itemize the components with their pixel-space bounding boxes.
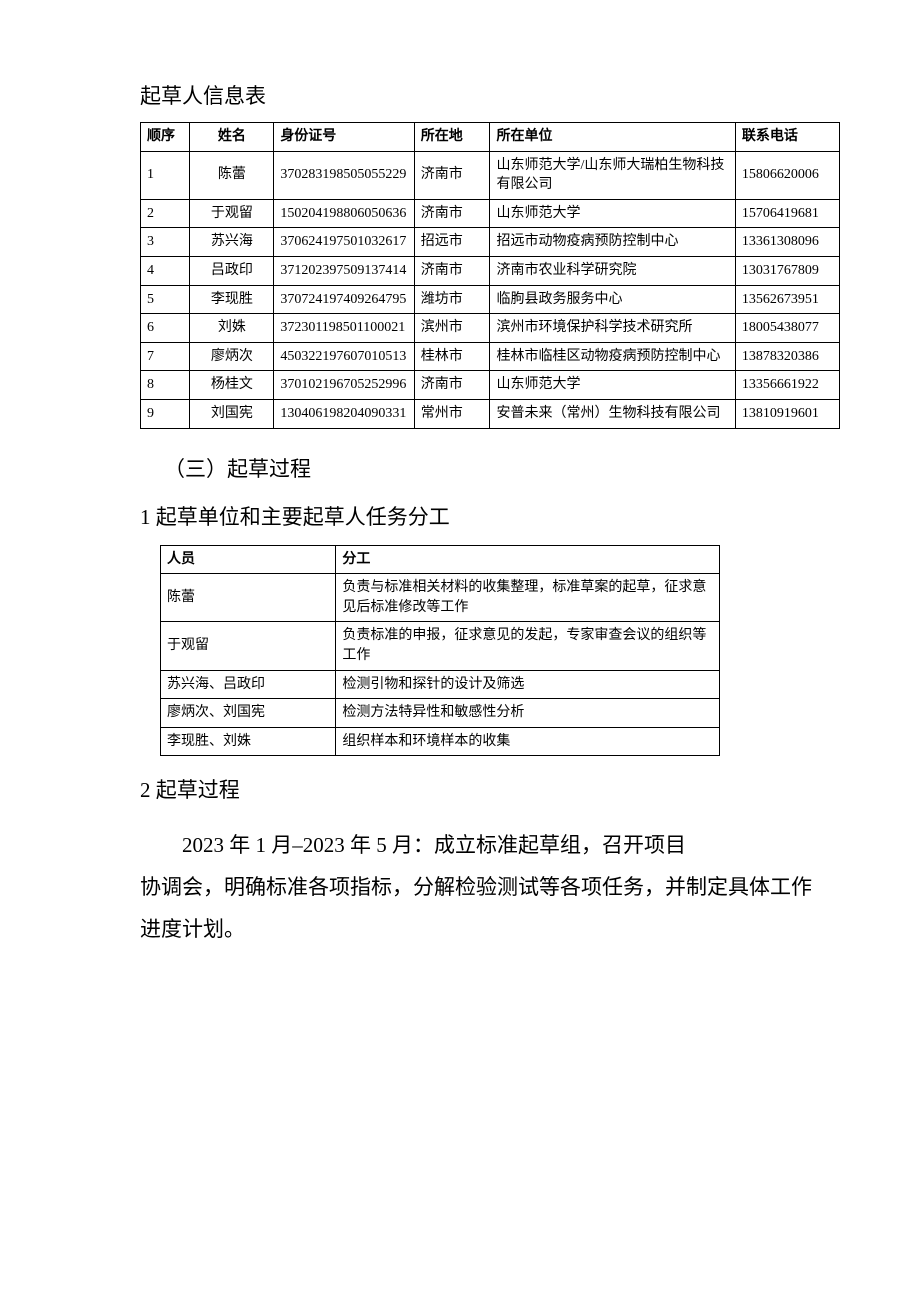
table-cell: 安普未来（常州）生物科技有限公司 <box>490 399 735 428</box>
process-para-line2: 协调会，明确标准各项指标，分解检验测试等各项任务，并制定具体工作进度计划。 <box>140 866 820 950</box>
table-cell: 3 <box>141 228 190 257</box>
table-cell: 13810919601 <box>735 399 839 428</box>
table-cell: 检测方法特异性和敏感性分析 <box>336 699 720 728</box>
table-cell: 13361308096 <box>735 228 839 257</box>
table-row: 3苏兴海370624197501032617招远市招远市动物疫病预防控制中心13… <box>141 228 840 257</box>
table-row: 李现胜、刘姝组织样本和环境样本的收集 <box>161 727 720 756</box>
col-header-loc: 所在地 <box>414 123 490 152</box>
table-cell: 刘国宪 <box>190 399 274 428</box>
col-header-org: 所在单位 <box>490 123 735 152</box>
table-row: 8杨桂文370102196705252996济南市山东师范大学133566619… <box>141 371 840 400</box>
table-cell: 刘姝 <box>190 314 274 343</box>
table-cell: 9 <box>141 399 190 428</box>
subheading-task-division: 1 起草单位和主要起草人任务分工 <box>140 501 840 531</box>
table-cell: 李现胜、刘姝 <box>161 727 336 756</box>
table-cell: 桂林市 <box>414 342 490 371</box>
table-cell: 济南市农业科学研究院 <box>490 256 735 285</box>
col-header-id: 身份证号 <box>274 123 414 152</box>
table-cell: 372301198501100021 <box>274 314 414 343</box>
table-cell: 桂林市临桂区动物疫病预防控制中心 <box>490 342 735 371</box>
subheading-drafting-process: 2 起草过程 <box>140 774 840 804</box>
table-row: 于观留负责标准的申报，征求意见的发起，专家审查会议的组织等工作 <box>161 622 720 670</box>
table-cell: 负责与标准相关材料的收集整理，标准草案的起草，征求意见后标准修改等工作 <box>336 574 720 622</box>
col-header-name: 姓名 <box>190 123 274 152</box>
table-row: 7廖炳次450322197607010513桂林市桂林市临桂区动物疫病预防控制中… <box>141 342 840 371</box>
table-cell: 5 <box>141 285 190 314</box>
table-cell: 13356661922 <box>735 371 839 400</box>
table-cell: 滨州市 <box>414 314 490 343</box>
table-cell: 滨州市环境保护科学技术研究所 <box>490 314 735 343</box>
table-header-row: 人员 分工 <box>161 545 720 574</box>
table-cell: 负责标准的申报，征求意见的发起，专家审查会议的组织等工作 <box>336 622 720 670</box>
table-cell: 山东师范大学 <box>490 371 735 400</box>
drafter-info-table: 顺序 姓名 身份证号 所在地 所在单位 联系电话 1陈蕾370283198505… <box>140 122 840 429</box>
table-cell: 李现胜 <box>190 285 274 314</box>
col-header-seq: 顺序 <box>141 123 190 152</box>
table-cell: 6 <box>141 314 190 343</box>
table-cell: 4 <box>141 256 190 285</box>
table-cell: 450322197607010513 <box>274 342 414 371</box>
table-cell: 招远市动物疫病预防控制中心 <box>490 228 735 257</box>
table-row: 苏兴海、吕政印检测引物和探针的设计及筛选 <box>161 670 720 699</box>
table-row: 2于观留150204198806050636济南市山东师范大学157064196… <box>141 199 840 228</box>
table-cell: 371202397509137414 <box>274 256 414 285</box>
table-cell: 15806620006 <box>735 151 839 199</box>
table-cell: 廖炳次 <box>190 342 274 371</box>
col-header-person: 人员 <box>161 545 336 574</box>
table-cell: 济南市 <box>414 371 490 400</box>
col-header-duty: 分工 <box>336 545 720 574</box>
table-cell: 370102196705252996 <box>274 371 414 400</box>
table-cell: 杨桂文 <box>190 371 274 400</box>
table-cell: 苏兴海 <box>190 228 274 257</box>
table-cell: 130406198204090331 <box>274 399 414 428</box>
table-row: 4吕政印371202397509137414济南市济南市农业科学研究院13031… <box>141 256 840 285</box>
process-para-line1: 2023 年 1 月–2023 年 5 月：成立标准起草组，召开项目 <box>140 824 820 866</box>
table-cell: 济南市 <box>414 151 490 199</box>
table-row: 9刘国宪130406198204090331常州市安普未来（常州）生物科技有限公… <box>141 399 840 428</box>
table-cell: 7 <box>141 342 190 371</box>
table-cell: 山东师范大学/山东师大瑞柏生物科技有限公司 <box>490 151 735 199</box>
table-cell: 2 <box>141 199 190 228</box>
table-cell: 150204198806050636 <box>274 199 414 228</box>
table-cell: 13031767809 <box>735 256 839 285</box>
table-cell: 检测引物和探针的设计及筛选 <box>336 670 720 699</box>
table-cell: 组织样本和环境样本的收集 <box>336 727 720 756</box>
col-header-phone: 联系电话 <box>735 123 839 152</box>
table-cell: 370724197409264795 <box>274 285 414 314</box>
task-table-body: 陈蕾负责与标准相关材料的收集整理，标准草案的起草，征求意见后标准修改等工作于观留… <box>161 574 720 756</box>
table-cell: 陈蕾 <box>190 151 274 199</box>
table-cell: 陈蕾 <box>161 574 336 622</box>
table-header-row: 顺序 姓名 身份证号 所在地 所在单位 联系电话 <box>141 123 840 152</box>
table-cell: 370283198505055229 <box>274 151 414 199</box>
table-cell: 1 <box>141 151 190 199</box>
table-cell: 临朐县政务服务中心 <box>490 285 735 314</box>
table-cell: 8 <box>141 371 190 400</box>
table-cell: 13878320386 <box>735 342 839 371</box>
table-cell: 370624197501032617 <box>274 228 414 257</box>
section-heading-process: （三）起草过程 <box>164 453 840 483</box>
table-row: 陈蕾负责与标准相关材料的收集整理，标准草案的起草，征求意见后标准修改等工作 <box>161 574 720 622</box>
table-cell: 廖炳次、刘国宪 <box>161 699 336 728</box>
table-cell: 15706419681 <box>735 199 839 228</box>
info-table-body: 1陈蕾370283198505055229济南市山东师范大学/山东师大瑞柏生物科… <box>141 151 840 428</box>
table-row: 廖炳次、刘国宪检测方法特异性和敏感性分析 <box>161 699 720 728</box>
table-cell: 常州市 <box>414 399 490 428</box>
table-row: 5李现胜370724197409264795潍坊市临朐县政务服务中心135626… <box>141 285 840 314</box>
table-cell: 济南市 <box>414 256 490 285</box>
task-division-table: 人员 分工 陈蕾负责与标准相关材料的收集整理，标准草案的起草，征求意见后标准修改… <box>160 545 720 757</box>
table-cell: 山东师范大学 <box>490 199 735 228</box>
table-cell: 济南市 <box>414 199 490 228</box>
table-cell: 招远市 <box>414 228 490 257</box>
drafter-info-title: 起草人信息表 <box>140 80 840 110</box>
table-cell: 于观留 <box>161 622 336 670</box>
table-cell: 18005438077 <box>735 314 839 343</box>
table-cell: 于观留 <box>190 199 274 228</box>
table-cell: 苏兴海、吕政印 <box>161 670 336 699</box>
table-cell: 吕政印 <box>190 256 274 285</box>
table-row: 6刘姝372301198501100021滨州市滨州市环境保护科学技术研究所18… <box>141 314 840 343</box>
table-cell: 13562673951 <box>735 285 839 314</box>
table-cell: 潍坊市 <box>414 285 490 314</box>
table-row: 1陈蕾370283198505055229济南市山东师范大学/山东师大瑞柏生物科… <box>141 151 840 199</box>
